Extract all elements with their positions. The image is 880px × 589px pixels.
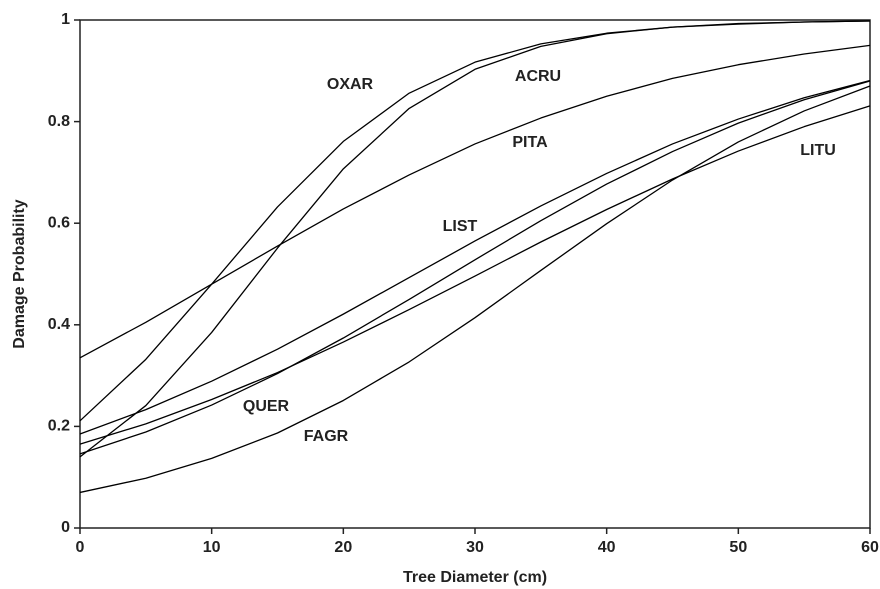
series-label: ACRU	[515, 68, 561, 85]
series-line	[79, 80, 871, 455]
series-label: OXAR	[327, 76, 374, 93]
series-label: FAGR	[304, 428, 349, 445]
x-tick-label: 40	[598, 539, 616, 556]
y-axis-label: Damage Probability	[11, 199, 28, 348]
y-tick-label: 1	[61, 11, 70, 28]
x-tick-label: 0	[76, 539, 85, 556]
y-tick-label: 0.8	[48, 113, 70, 130]
x-tick-label: 60	[861, 539, 879, 556]
x-tick-label: 20	[334, 539, 352, 556]
y-tick-label: 0.2	[48, 418, 70, 435]
x-tick-label: 30	[466, 539, 484, 556]
series-label: PITA	[512, 134, 548, 151]
x-tick-label: 50	[729, 539, 747, 556]
series-line	[79, 79, 871, 435]
series-label: LITU	[800, 142, 836, 159]
x-tick-label: 10	[203, 539, 221, 556]
x-axis-label: Tree Diameter (cm)	[403, 569, 547, 586]
series-line	[79, 105, 871, 445]
y-tick-label: 0.6	[48, 214, 70, 231]
y-tick-label: 0	[61, 519, 70, 536]
plot-frame	[79, 19, 871, 529]
series-line	[79, 85, 871, 494]
series-label: LIST	[443, 218, 478, 235]
series-line	[79, 20, 871, 458]
series-label: QUER	[243, 398, 290, 415]
y-tick-label: 0.4	[48, 316, 70, 333]
series-line	[79, 44, 871, 359]
